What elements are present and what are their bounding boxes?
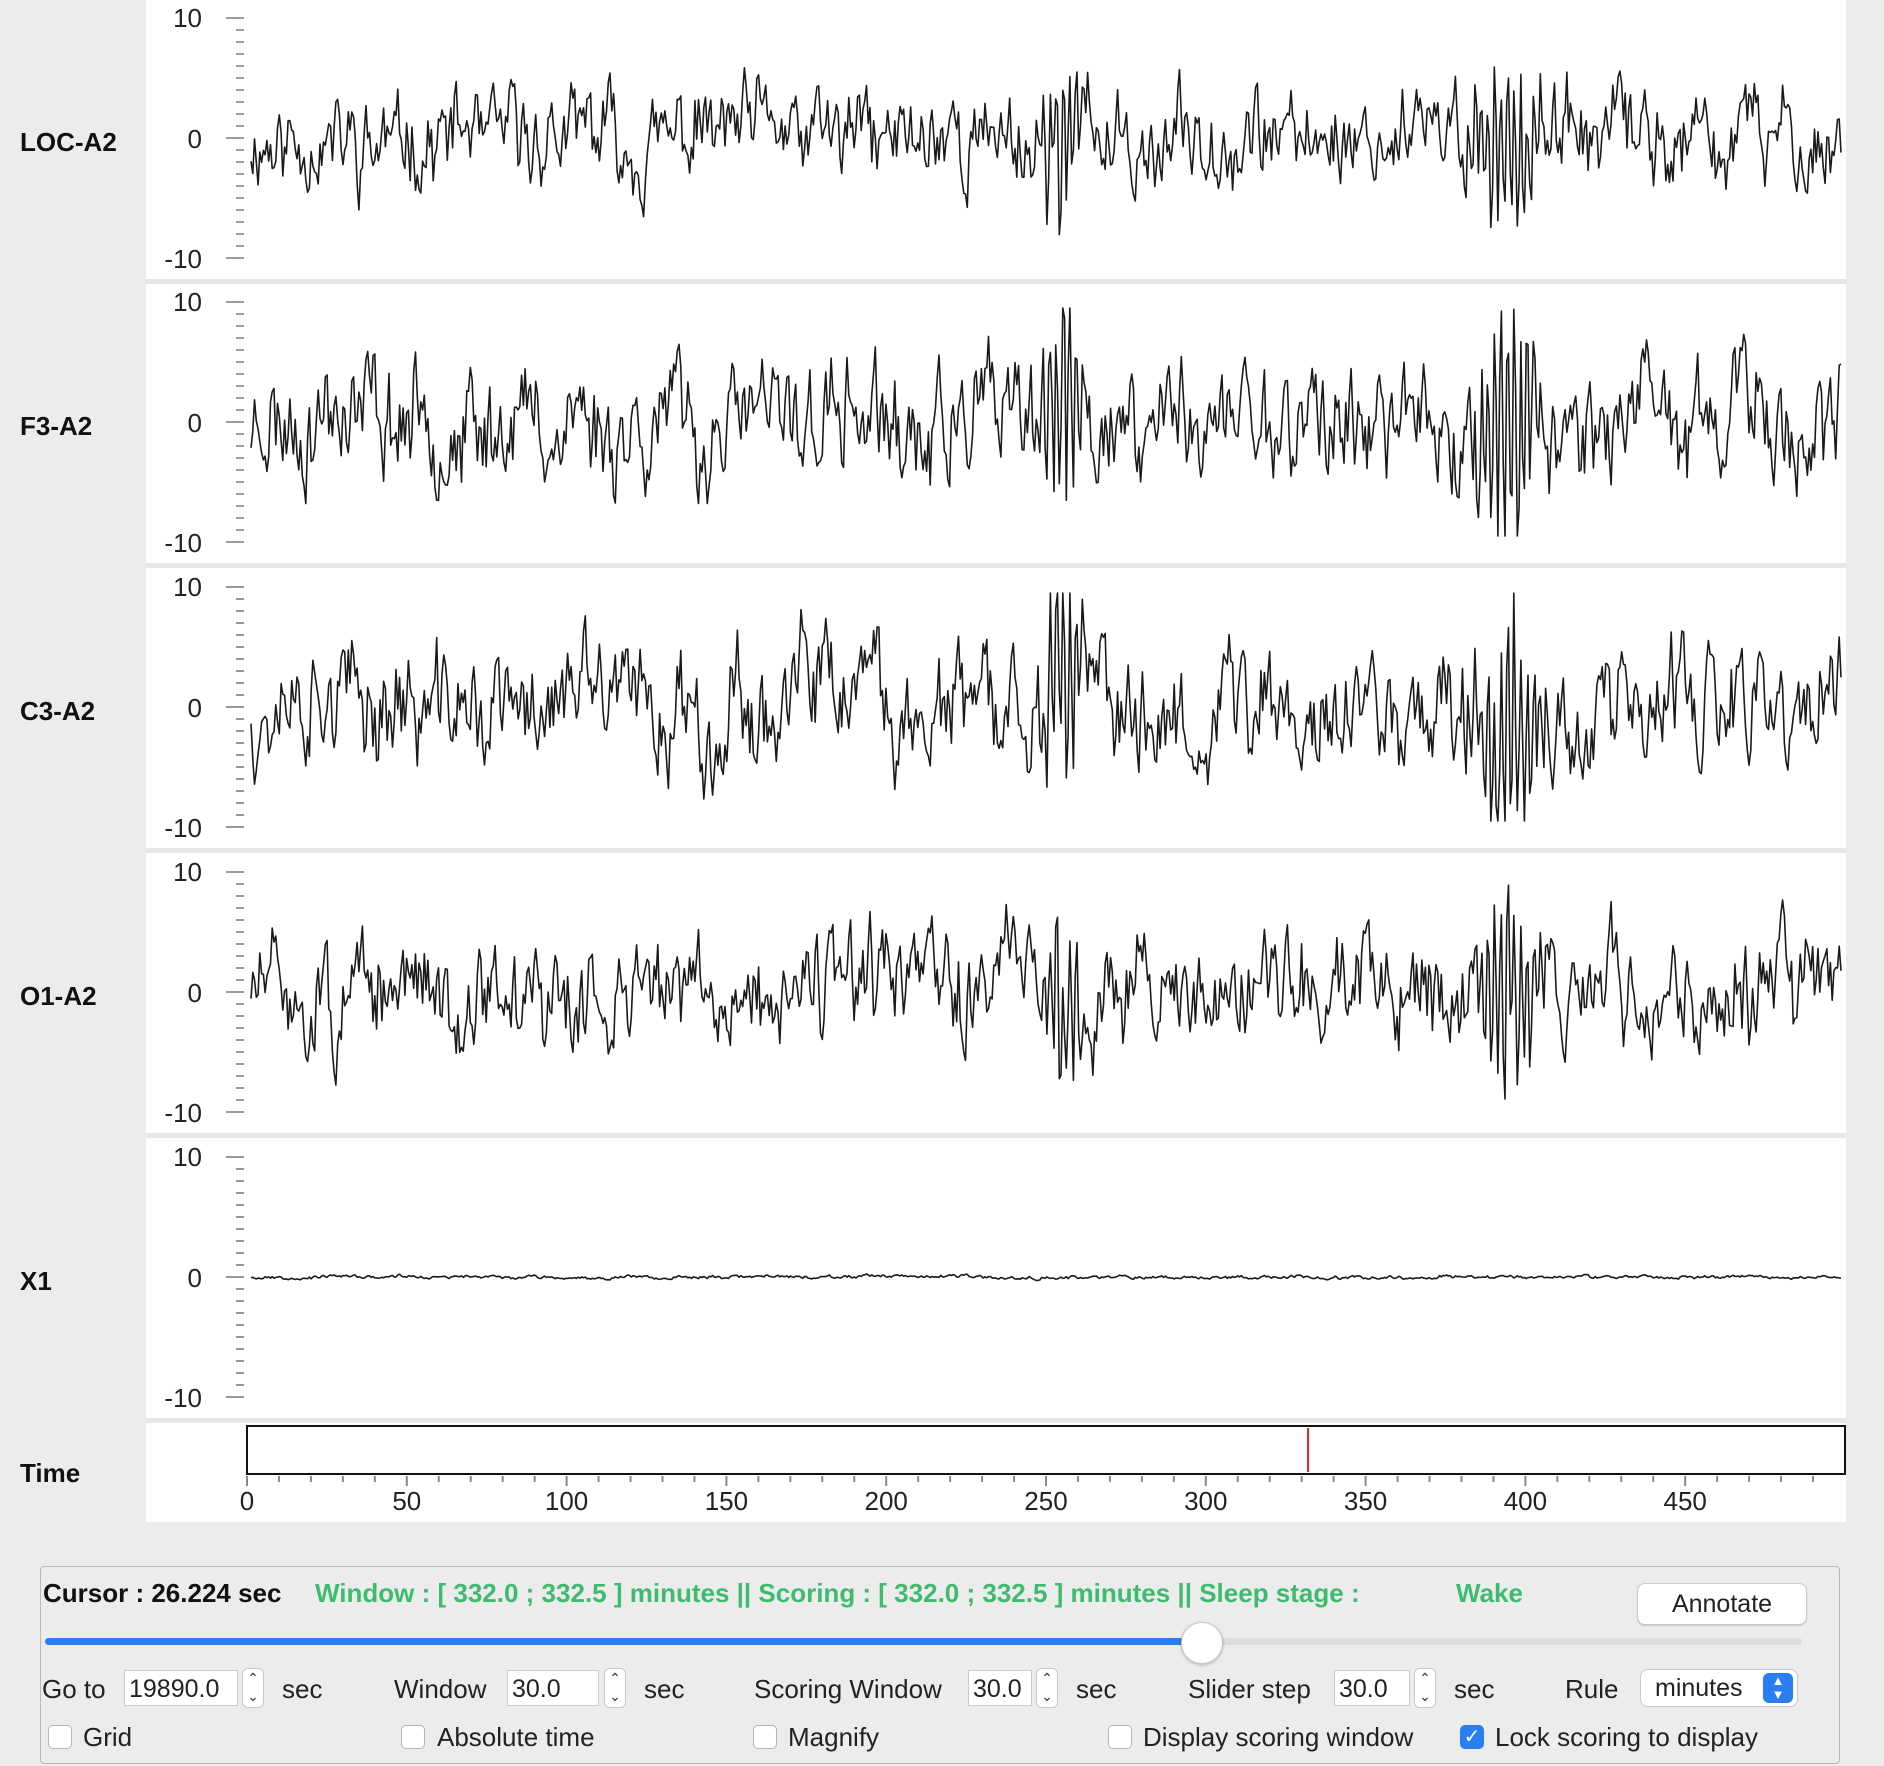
- y-tick-label: 0: [187, 693, 202, 723]
- slider-step-stepper[interactable]: ⌃ ⌄: [1414, 1668, 1436, 1708]
- scoring-window-stepper[interactable]: ⌃ ⌄: [1036, 1668, 1058, 1708]
- channel-label-c3-a2: C3-A2: [20, 696, 96, 726]
- grid-checkbox[interactable]: [48, 1725, 72, 1749]
- time-tick-label: 200: [865, 1486, 908, 1516]
- magnify-checkbox[interactable]: [753, 1725, 777, 1749]
- y-tick-label: 0: [187, 978, 202, 1008]
- y-tick-label: -10: [164, 813, 202, 843]
- y-tick-label: -10: [164, 528, 202, 558]
- window-stepper[interactable]: ⌃ ⌄: [604, 1668, 626, 1708]
- sleep-stage-value: Wake: [1456, 1578, 1523, 1608]
- channel-label-loc-a2: LOC-A2: [20, 127, 117, 157]
- channel-trace-loc-a2: [250, 66, 1842, 236]
- channel-trace-x1: [250, 1273, 1842, 1282]
- time-tick-label: 300: [1184, 1486, 1227, 1516]
- control-panel: [40, 1566, 1840, 1764]
- time-tick-label: 150: [705, 1486, 748, 1516]
- rule-label: Rule: [1565, 1674, 1619, 1704]
- channel-separator: [146, 563, 1846, 568]
- channel-separator: [146, 1133, 1846, 1138]
- absolute-time-label: Absolute time: [437, 1722, 595, 1752]
- slider-step-input[interactable]: 30.0: [1334, 1670, 1410, 1706]
- window-label: Window: [394, 1674, 487, 1704]
- window-info: Window : [ 332.0 ; 332.5 ] minutes || Sc…: [315, 1578, 1360, 1608]
- absolute-time-checkbox[interactable]: [401, 1725, 425, 1749]
- scoring-window-unit: sec: [1076, 1674, 1117, 1704]
- y-tick-label: -10: [164, 1383, 202, 1413]
- time-overview-box: [246, 1425, 1846, 1475]
- channel-separator: [146, 279, 1846, 284]
- select-arrows-icon[interactable]: ▲ ▼: [1763, 1673, 1793, 1703]
- slider-step-unit: sec: [1454, 1674, 1495, 1704]
- time-tick-label: 50: [392, 1486, 421, 1516]
- eeg-traces[interactable]: 0 50 100 150 200 250 300 350 400 450: [0, 0, 1884, 1560]
- annotate-button[interactable]: Annotate: [1637, 1583, 1807, 1625]
- channel-separator: [146, 1418, 1846, 1423]
- display-scoring-window-checkbox[interactable]: [1108, 1725, 1132, 1749]
- time-tick-label: 450: [1664, 1486, 1707, 1516]
- y-tick-label: 0: [187, 1263, 202, 1293]
- lock-scoring-checkbox[interactable]: ✓: [1460, 1725, 1484, 1749]
- y-tick-label: 0: [187, 124, 202, 154]
- channel-trace-f3-a2: [250, 307, 1842, 537]
- grid-label: Grid: [83, 1722, 133, 1752]
- y-tick-label: 10: [173, 572, 202, 602]
- scoring-window-input[interactable]: 30.0: [968, 1670, 1032, 1706]
- y-tick-label: -10: [164, 244, 202, 274]
- time-tick-label: 250: [1024, 1486, 1067, 1516]
- channel-trace-c3-a2: [250, 592, 1842, 822]
- time-slider-fill: [45, 1638, 1202, 1645]
- magnify-label: Magnify: [788, 1722, 880, 1752]
- time-axis-label: Time: [20, 1458, 81, 1488]
- goto-stepper[interactable]: ⌃ ⌄: [242, 1668, 264, 1708]
- y-tick-label: 10: [173, 857, 202, 887]
- window-input[interactable]: 30.0: [507, 1670, 599, 1706]
- time-tick-label: 400: [1504, 1486, 1547, 1516]
- y-tick-label: 0: [187, 408, 202, 438]
- slider-step-label: Slider step: [1188, 1674, 1311, 1704]
- goto-input[interactable]: 19890.0: [124, 1670, 238, 1706]
- y-tick-label: 10: [173, 287, 202, 317]
- time-slider-handle[interactable]: [1181, 1622, 1224, 1664]
- window-unit: sec: [644, 1674, 685, 1704]
- scoring-window-label: Scoring Window: [754, 1674, 942, 1704]
- channel-separator: [146, 848, 1846, 853]
- time-tick-label: 350: [1344, 1486, 1387, 1516]
- cursor-readout: Cursor : 26.224 sec: [43, 1578, 282, 1608]
- channel-trace-o1-a2: [250, 884, 1842, 1100]
- display-scoring-window-label: Display scoring window: [1143, 1722, 1414, 1752]
- goto-unit: sec: [282, 1674, 323, 1704]
- channel-label-o1-a2: O1-A2: [20, 981, 97, 1011]
- channel-label-f3-a2: F3-A2: [20, 411, 93, 441]
- plot-area[interactable]: [146, 0, 1846, 1522]
- channel-label-x1: X1: [20, 1266, 52, 1296]
- y-tick-label: -10: [164, 1098, 202, 1128]
- y-tick-label: 10: [173, 3, 202, 33]
- goto-label: Go to: [42, 1674, 106, 1704]
- time-tick-label: 0: [240, 1486, 254, 1516]
- time-tick-label: 100: [545, 1486, 588, 1516]
- y-tick-label: 10: [173, 1142, 202, 1172]
- lock-scoring-label: Lock scoring to display: [1495, 1722, 1759, 1752]
